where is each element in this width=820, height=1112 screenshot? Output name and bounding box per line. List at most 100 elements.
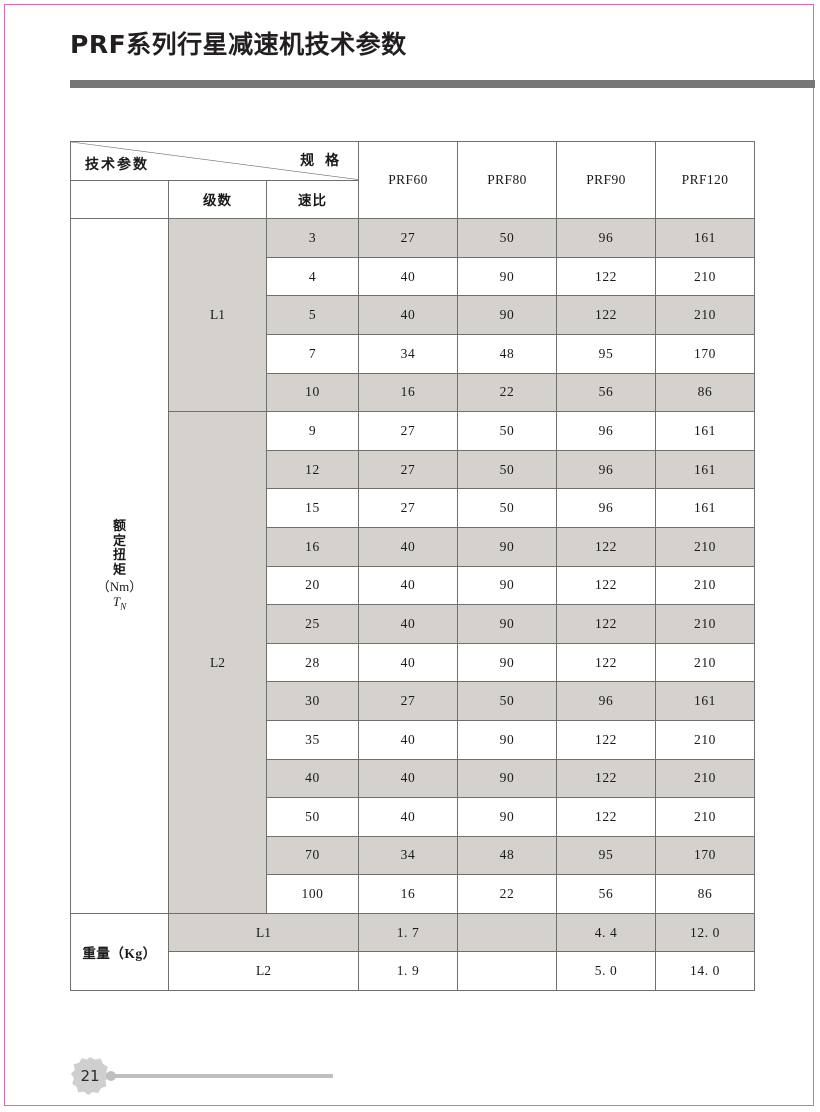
- torque-cell-prf60: 16: [358, 372, 459, 413]
- torque-cell-prf120: 161: [655, 218, 756, 258]
- weight-stage-l2: L2: [167, 951, 360, 992]
- header-param-label: 技术参数: [85, 156, 149, 173]
- table-row: 10 16 22 56 86: [71, 372, 756, 413]
- stage-group-l2: L2: [168, 411, 267, 914]
- torque-cell-prf90: 95: [556, 333, 657, 374]
- torque-cell-prf80: 22: [457, 372, 558, 413]
- torque-cell-prf90: 122: [556, 604, 657, 644]
- ratio-cell: 7: [265, 333, 360, 374]
- table-row: 16 40 90 122 210: [71, 526, 756, 567]
- torque-cell-prf60: 34: [358, 835, 459, 876]
- title-rule: [70, 80, 815, 88]
- torque-cell-prf60: 27: [358, 488, 459, 528]
- ratio-cell: 3: [265, 218, 360, 258]
- table-row: 50 40 90 122 210: [71, 797, 756, 837]
- table-row: 30 27 50 96 161: [71, 681, 756, 721]
- torque-cell-prf120: 170: [655, 835, 756, 876]
- torque-cell-prf60: 40: [358, 295, 459, 335]
- torque-cell-prf60: 40: [358, 526, 459, 567]
- torque-cell-prf90: 96: [556, 681, 657, 721]
- page-number: 21: [80, 1067, 100, 1085]
- torque-cell-prf60: 16: [358, 874, 459, 914]
- torque-cell-prf60: 40: [358, 758, 459, 799]
- torque-cell-prf80: 22: [457, 874, 558, 914]
- torque-cell-prf60: 40: [358, 604, 459, 644]
- torque-cell-prf80: 90: [457, 642, 558, 683]
- page-title: PRF系列行星减速机技术参数: [70, 30, 407, 59]
- ratio-cell: 30: [265, 681, 360, 721]
- torque-cell-prf60: 40: [358, 719, 459, 760]
- weight-stage-l1: L1: [167, 912, 360, 953]
- table-row: 35 40 90 122 210: [71, 719, 756, 760]
- weight-cell-prf60: 1. 9: [358, 951, 459, 992]
- torque-cell-prf90: 56: [556, 874, 657, 914]
- ratio-cell: 100: [265, 874, 360, 914]
- torque-cell-prf90: 96: [556, 449, 657, 490]
- torque-cell-prf120: 210: [655, 719, 756, 760]
- torque-cell-prf80: 48: [457, 835, 558, 876]
- weight-cell-prf120: 12. 0: [655, 912, 756, 953]
- torque-cell-prf80: 50: [457, 411, 558, 451]
- ratio-cell: 70: [265, 835, 360, 876]
- header-stage-label: 级数: [168, 179, 267, 220]
- model-header-prf60: PRF60: [358, 140, 459, 220]
- page-title-block: PRF系列行星减速机技术参数: [70, 30, 770, 60]
- header-corner-cell: 规 格 技术参数: [69, 141, 360, 181]
- torque-cell-prf120: 210: [655, 604, 756, 644]
- table-row: 28 40 90 122 210: [71, 642, 756, 683]
- torque-cell-prf120: 161: [655, 488, 756, 528]
- header-spec-label: 规 格: [300, 153, 343, 169]
- torque-cell-prf90: 95: [556, 835, 657, 876]
- table-row: 7 34 48 95 170: [71, 333, 756, 374]
- footer-dot: [106, 1071, 116, 1081]
- torque-label-text: 额定扭矩（Nm） TN: [96, 519, 143, 612]
- torque-cell-prf80: 90: [457, 295, 558, 335]
- torque-cell-prf120: 161: [655, 411, 756, 451]
- torque-cell-prf80: 90: [457, 526, 558, 567]
- torque-cell-prf120: 170: [655, 333, 756, 374]
- ratio-cell: 16: [265, 526, 360, 567]
- table-row: 100 16 22 56 86: [71, 874, 756, 914]
- torque-cell-prf80: 50: [457, 218, 558, 258]
- ratio-cell: 20: [265, 565, 360, 606]
- torque-cell-prf60: 27: [358, 681, 459, 721]
- stage-group-l1: L1: [168, 218, 267, 413]
- torque-cell-prf60: 34: [358, 333, 459, 374]
- weight-cell-prf120: 14. 0: [655, 951, 756, 992]
- diagonal-divider-icon: [71, 142, 359, 180]
- table-header-row-models: 规 格 技术参数 PRF60 PRF80 PRF90 PRF120: [69, 140, 756, 220]
- ratio-cell: 12: [265, 449, 360, 490]
- torque-cell-prf80: 90: [457, 604, 558, 644]
- torque-cell-prf90: 56: [556, 372, 657, 413]
- weight-parameter-label: 重量（Kg）: [70, 912, 169, 992]
- torque-parameter-label: 额定扭矩（Nm） TN: [70, 218, 169, 914]
- torque-cell-prf90: 122: [556, 256, 657, 297]
- torque-cell-prf90: 96: [556, 411, 657, 451]
- table-row: 20 40 90 122 210: [71, 565, 756, 606]
- torque-cell-prf120: 161: [655, 449, 756, 490]
- torque-cell-prf120: 210: [655, 565, 756, 606]
- ratio-cell: 5: [265, 295, 360, 335]
- torque-cell-prf90: 122: [556, 642, 657, 683]
- torque-cell-prf120: 210: [655, 642, 756, 683]
- header-blank-cell: [70, 179, 169, 220]
- torque-cell-prf120: 210: [655, 758, 756, 799]
- torque-cell-prf60: 40: [358, 565, 459, 606]
- table-row: 70 34 48 95 170: [71, 835, 756, 876]
- weight-cell-prf90: 4. 4: [556, 912, 657, 953]
- torque-cell-prf90: 122: [556, 295, 657, 335]
- table-header-row-sub: 级数 速比: [70, 179, 755, 220]
- table-row: 12 27 50 96 161: [71, 449, 756, 490]
- table-row: 5 40 90 122 210: [71, 295, 756, 335]
- torque-cell-prf120: 86: [655, 372, 756, 413]
- ratio-cell: 25: [265, 604, 360, 644]
- weight-cell-prf80: [457, 912, 558, 953]
- table-row: 额定扭矩（Nm） TN L1 3 27 50 96 161: [70, 218, 756, 914]
- ratio-cell: 15: [265, 488, 360, 528]
- specification-table: 规 格技术参数 PRF60 PRF80 PRF90 PRF120 级数 速比额定扭矩（Nm）…: [69, 140, 756, 992]
- torque-cell-prf120: 210: [655, 797, 756, 837]
- torque-cell-prf90: 122: [556, 526, 657, 567]
- model-header-prf120: PRF120: [655, 140, 756, 220]
- torque-cell-prf60: 27: [358, 218, 459, 258]
- torque-cell-prf80: 50: [457, 449, 558, 490]
